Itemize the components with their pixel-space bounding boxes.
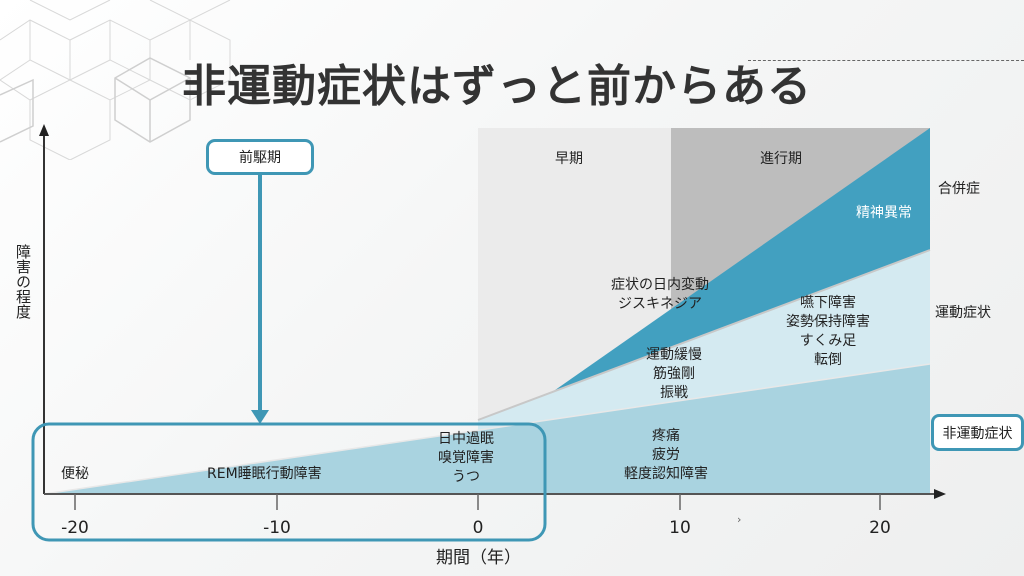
early-motor-labels: 運動緩慢 筋強剛 振戦 — [646, 347, 702, 401]
x-tick-label: 10 — [669, 518, 691, 538]
x-axis-label: 期間（年） — [436, 548, 521, 568]
x-tick-label: -20 — [61, 518, 89, 538]
x-tick-label: -10 — [263, 518, 291, 538]
stage-label-advanced: 進行期 — [760, 151, 802, 167]
prodromal-nonmotor-labels: 日中過眠 嗅覚障害 うつ — [438, 431, 494, 485]
page-title: 非運動症状はずっと前からある — [182, 61, 812, 112]
category-label-motor: 運動症状 — [935, 305, 991, 321]
fluctuation-labels: 症状の日内変動 ジスキネジア — [611, 277, 709, 312]
category-label-complications: 合併症 — [938, 181, 980, 197]
title-divider — [748, 60, 1024, 61]
late-motor-labels: 嚥下障害 姿勢保持障害 すくみ足 転倒 — [786, 295, 870, 368]
y-axis-label: 障害の程度 — [14, 244, 32, 319]
prodromal-bracket — [31, 422, 547, 542]
svg-text:›: › — [737, 513, 741, 526]
late-nonmotor-labels: 疼痛 疲労 軽度認知障害 — [624, 428, 708, 482]
rbd-label: REM睡眠行動障害 — [207, 466, 322, 482]
x-tick-label: 20 — [869, 518, 891, 538]
prodromal-label: 前駆期 — [239, 150, 281, 166]
category-label-nonmotor: 非運動症状 — [942, 425, 1013, 442]
stage-label-early: 早期 — [555, 151, 583, 167]
hexagon-pattern-decoration — [0, 0, 231, 160]
constipation-label: 便秘 — [61, 466, 89, 482]
x-tick-label: 0 — [472, 518, 484, 538]
nonmotor-label-box: 非運動症状 — [931, 414, 1024, 451]
psychiatric-label: 精神異常 — [856, 205, 912, 221]
prodromal-label-box: 前駆期 — [206, 139, 314, 175]
